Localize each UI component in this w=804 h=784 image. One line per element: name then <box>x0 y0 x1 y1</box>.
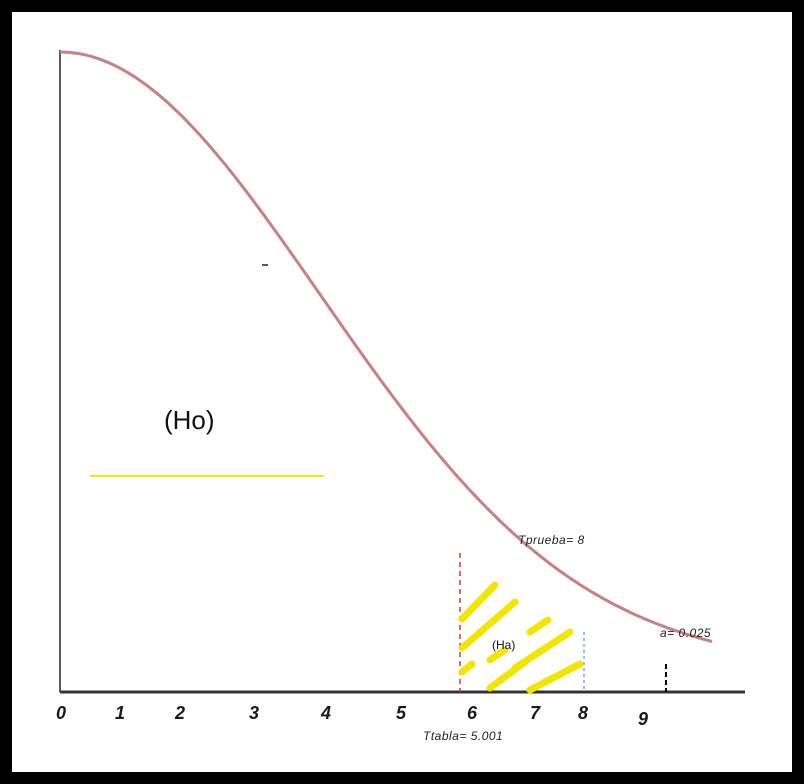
alpha-label: a= 0.025 <box>660 626 711 640</box>
t-test-label: Tprueba= 8 <box>518 533 585 547</box>
x-tick-label: 5 <box>396 703 407 723</box>
null-region-label: (Ho) <box>164 405 215 435</box>
rejection-hatch <box>458 581 584 694</box>
alt-region-label: (Ha) <box>492 638 515 652</box>
x-tick-labels: 0 1 2 3 4 5 6 7 8 9 <box>56 703 648 729</box>
x-tick-label: 6 <box>467 703 478 723</box>
x-tick-label: 2 <box>174 703 185 723</box>
t-table-label: Ttabla= 5.001 <box>423 729 503 743</box>
x-tick-label: 4 <box>320 703 331 723</box>
x-tick-label: 0 <box>56 703 66 723</box>
x-tick-label: 3 <box>249 703 259 723</box>
x-tick-label: 8 <box>578 703 588 723</box>
distribution-curve <box>59 50 713 643</box>
x-tick-label: 1 <box>115 703 125 723</box>
x-tick-label: 7 <box>530 703 541 723</box>
x-tick-label: 9 <box>638 709 648 729</box>
